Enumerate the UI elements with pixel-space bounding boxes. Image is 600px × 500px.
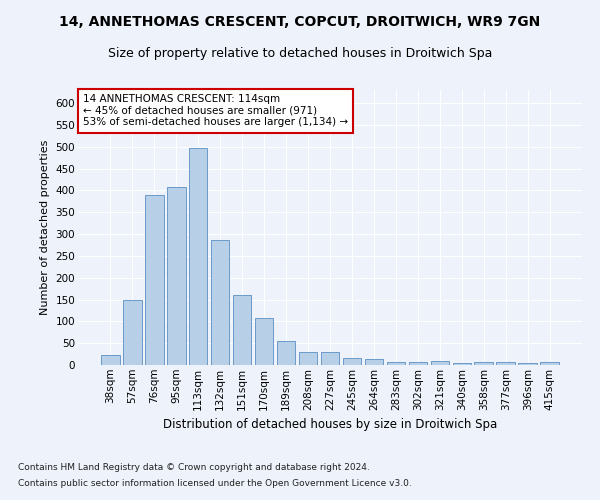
Bar	[167, 187, 185, 365]
Bar	[189, 148, 208, 365]
Text: 14 ANNETHOMAS CRESCENT: 114sqm
← 45% of detached houses are smaller (971)
53% of: 14 ANNETHOMAS CRESCENT: 114sqm ← 45% of …	[83, 94, 348, 128]
Bar	[496, 362, 515, 365]
Text: Contains HM Land Registry data © Crown copyright and database right 2024.: Contains HM Land Registry data © Crown c…	[18, 464, 370, 472]
Bar	[277, 342, 295, 365]
Y-axis label: Number of detached properties: Number of detached properties	[40, 140, 50, 315]
Bar	[299, 352, 317, 365]
Bar	[233, 295, 251, 365]
Text: Size of property relative to detached houses in Droitwich Spa: Size of property relative to detached ho…	[108, 48, 492, 60]
Bar	[255, 318, 274, 365]
Bar	[386, 362, 405, 365]
Bar	[431, 360, 449, 365]
Bar	[145, 195, 164, 365]
Text: Contains public sector information licensed under the Open Government Licence v3: Contains public sector information licen…	[18, 478, 412, 488]
Bar	[365, 360, 383, 365]
Bar	[343, 358, 361, 365]
Bar	[123, 300, 142, 365]
Bar	[101, 356, 119, 365]
Bar	[518, 363, 537, 365]
Bar	[409, 362, 427, 365]
Bar	[541, 362, 559, 365]
Bar	[452, 364, 471, 365]
Text: 14, ANNETHOMAS CRESCENT, COPCUT, DROITWICH, WR9 7GN: 14, ANNETHOMAS CRESCENT, COPCUT, DROITWI…	[59, 15, 541, 29]
X-axis label: Distribution of detached houses by size in Droitwich Spa: Distribution of detached houses by size …	[163, 418, 497, 431]
Bar	[320, 352, 340, 365]
Bar	[475, 362, 493, 365]
Bar	[211, 240, 229, 365]
